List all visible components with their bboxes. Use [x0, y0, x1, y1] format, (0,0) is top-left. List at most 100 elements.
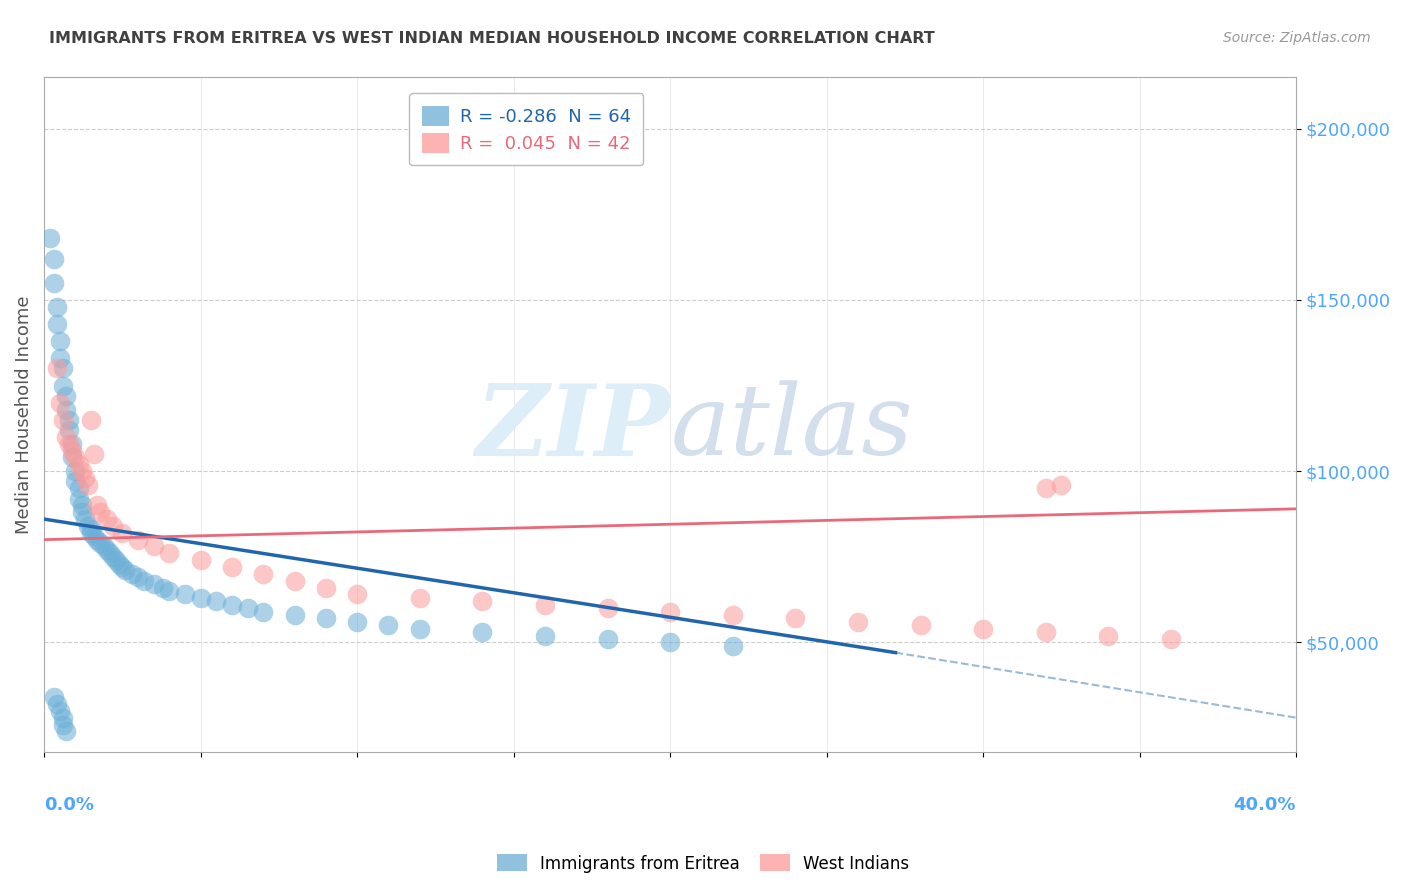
Point — [67, 458, 90, 472]
Point — [49, 395, 72, 409]
Point — [60, 437, 83, 451]
Point — [1097, 628, 1119, 642]
Point — [77, 478, 100, 492]
Point — [205, 594, 228, 608]
Point — [409, 591, 432, 605]
Point — [127, 533, 149, 547]
Point — [190, 553, 212, 567]
Point — [127, 570, 149, 584]
Point — [471, 625, 494, 640]
Y-axis label: Median Household Income: Median Household Income — [15, 295, 32, 534]
Point — [105, 553, 128, 567]
Point — [67, 481, 90, 495]
Point — [377, 618, 399, 632]
Point — [55, 724, 77, 739]
Point — [65, 464, 87, 478]
Point — [1035, 481, 1057, 495]
Point — [114, 564, 136, 578]
Point — [721, 607, 744, 622]
Point — [45, 697, 67, 711]
Point — [52, 413, 75, 427]
Point — [73, 471, 96, 485]
Legend: Immigrants from Eritrea, West Indians: Immigrants from Eritrea, West Indians — [491, 847, 915, 880]
Point — [221, 598, 243, 612]
Point — [80, 413, 103, 427]
Point — [49, 704, 72, 718]
Text: 40.0%: 40.0% — [1233, 796, 1296, 814]
Point — [315, 581, 337, 595]
Point — [1160, 632, 1182, 646]
Point — [42, 252, 65, 266]
Point — [67, 491, 90, 506]
Point — [70, 505, 93, 519]
Point — [58, 437, 80, 451]
Point — [471, 594, 494, 608]
Point — [49, 334, 72, 348]
Text: ZIP: ZIP — [475, 380, 671, 476]
Legend: R = -0.286  N = 64, R =  0.045  N = 42: R = -0.286 N = 64, R = 0.045 N = 42 — [409, 93, 644, 166]
Point — [346, 587, 368, 601]
Point — [80, 525, 103, 540]
Point — [80, 522, 103, 536]
Point — [96, 512, 118, 526]
Point — [108, 557, 131, 571]
Point — [83, 447, 105, 461]
Point — [283, 574, 305, 588]
Point — [659, 635, 682, 649]
Point — [42, 276, 65, 290]
Point — [101, 519, 124, 533]
Point — [846, 615, 869, 629]
Point — [55, 430, 77, 444]
Point — [52, 711, 75, 725]
Point — [96, 542, 118, 557]
Point — [190, 591, 212, 605]
Point — [55, 402, 77, 417]
Point — [52, 717, 75, 731]
Point — [45, 361, 67, 376]
Point — [45, 300, 67, 314]
Point — [89, 505, 111, 519]
Point — [534, 598, 557, 612]
Point — [58, 423, 80, 437]
Point — [93, 540, 115, 554]
Point — [65, 450, 87, 465]
Point — [174, 587, 197, 601]
Text: 0.0%: 0.0% — [44, 796, 94, 814]
Point — [45, 317, 67, 331]
Point — [972, 622, 994, 636]
Point — [60, 450, 83, 465]
Point — [52, 378, 75, 392]
Point — [70, 464, 93, 478]
Point — [252, 605, 274, 619]
Point — [83, 529, 105, 543]
Point — [52, 361, 75, 376]
Point — [157, 546, 180, 560]
Point — [252, 566, 274, 581]
Point — [111, 560, 134, 574]
Point — [910, 618, 932, 632]
Point — [134, 574, 156, 588]
Text: atlas: atlas — [671, 381, 912, 475]
Point — [73, 512, 96, 526]
Point — [121, 566, 143, 581]
Point — [596, 601, 619, 615]
Point — [101, 549, 124, 564]
Point — [409, 622, 432, 636]
Point — [659, 605, 682, 619]
Point — [86, 499, 108, 513]
Point — [49, 351, 72, 366]
Point — [236, 601, 259, 615]
Point — [157, 584, 180, 599]
Point — [534, 628, 557, 642]
Point — [86, 533, 108, 547]
Point — [721, 639, 744, 653]
Point — [152, 581, 174, 595]
Point — [89, 536, 111, 550]
Point — [60, 443, 83, 458]
Point — [596, 632, 619, 646]
Point — [346, 615, 368, 629]
Point — [70, 499, 93, 513]
Point — [77, 519, 100, 533]
Point — [111, 525, 134, 540]
Point — [58, 413, 80, 427]
